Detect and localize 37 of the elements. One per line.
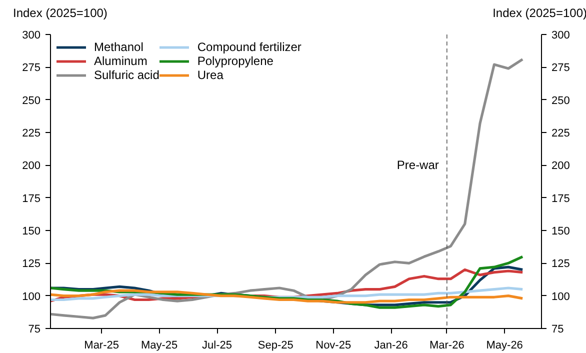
legend-label: Methanol [94, 40, 144, 54]
x-tick-label: Jan-26 [374, 340, 408, 352]
ref-line-label: Pre-war [396, 158, 439, 172]
x-tick-label: Sep-25 [258, 340, 294, 352]
y2-tick-label: 225 [552, 128, 570, 140]
y2-tick-label: 175 [552, 192, 570, 205]
legend-label: Sulfuric acid [94, 68, 160, 82]
y-tick-label: 200 [22, 160, 41, 172]
y2-tick-label: 300 [552, 30, 570, 42]
y-axis-title: Index (2025=100) [13, 5, 108, 22]
y-tick-label: 100 [22, 290, 41, 303]
x-tick-label: Mar-25 [84, 340, 120, 352]
y-tick-label: 175 [22, 192, 41, 205]
y2-tick-label: 250 [552, 94, 570, 107]
y-tick-label: 75 [28, 324, 41, 336]
y2-tick-label: 75 [552, 324, 564, 336]
y-tick-label: 225 [22, 128, 41, 140]
legend-label: Urea [197, 68, 224, 82]
y-tick-label: 125 [22, 258, 41, 270]
y-tick-label: 300 [22, 30, 41, 42]
legend-label: Compound fertilizer [197, 40, 302, 54]
x-tick-label: Mar-26 [429, 340, 464, 352]
y2-tick-label: 100 [552, 290, 570, 303]
legend-label: Aluminum [94, 54, 148, 68]
y2-tick-label: 125 [552, 258, 570, 270]
y2-axis-title: Index (2025=100) [492, 5, 586, 22]
y-tick-label: 275 [22, 62, 41, 74]
y2-tick-label: 150 [552, 226, 570, 238]
x-tick-label: Jul-25 [202, 340, 232, 352]
x-tick-label: May-25 [140, 340, 178, 352]
x-tick-label: Nov-25 [316, 340, 352, 352]
x-tick-label: May-26 [486, 340, 523, 352]
y-tick-label: 150 [22, 226, 41, 238]
y-tick-label: 250 [22, 94, 41, 107]
legend-label: Polypropylene [197, 54, 274, 68]
y2-tick-label: 200 [552, 160, 570, 172]
y2-tick-label: 275 [552, 62, 570, 74]
